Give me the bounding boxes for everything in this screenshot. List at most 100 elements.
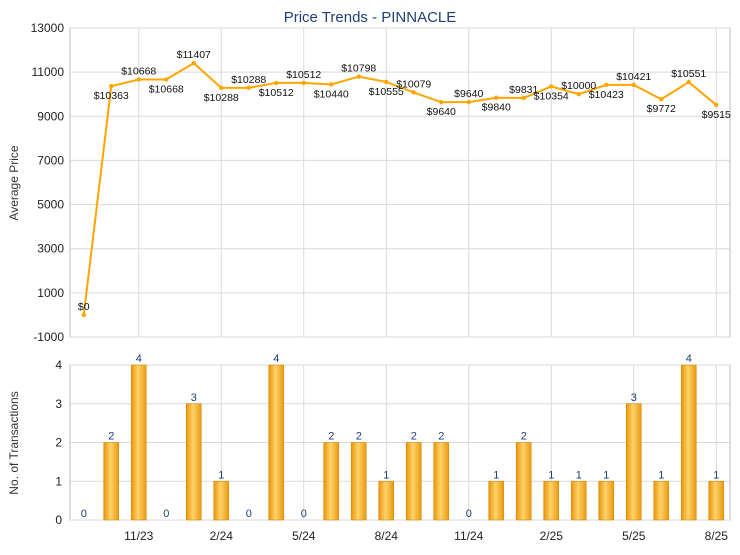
price-point — [494, 95, 499, 100]
transaction-data-label: 1 — [383, 469, 389, 481]
price-data-label: $10288 — [231, 74, 266, 86]
transaction-data-label: 1 — [713, 469, 719, 481]
transaction-data-label: 1 — [218, 469, 224, 481]
x-tick-label: 8/24 — [375, 529, 399, 543]
price-point — [301, 80, 306, 86]
price-tick-label: 9000 — [37, 109, 64, 123]
price-point — [631, 82, 636, 88]
transaction-bar — [378, 480, 395, 521]
transaction-bar — [323, 442, 340, 521]
price-data-label: $10512 — [286, 69, 321, 81]
transaction-bar — [570, 480, 587, 521]
price-tick-label: 11000 — [32, 65, 65, 79]
price-data-label: $9772 — [647, 103, 676, 115]
price-data-label: $11407 — [177, 49, 211, 61]
price-point — [164, 77, 169, 82]
transaction-bar — [103, 442, 120, 521]
transaction-data-label: 4 — [136, 353, 142, 365]
price-data-label: $10363 — [94, 90, 129, 102]
transaction-data-label: 1 — [603, 469, 609, 481]
price-data-label: $10079 — [396, 78, 431, 90]
price-axis-label: Average Price — [7, 145, 21, 220]
transactions-tick-label: 2 — [55, 436, 62, 450]
x-tick-label: 2/25 — [540, 529, 564, 543]
price-data-label: $0 — [78, 301, 90, 313]
price-point — [466, 99, 471, 105]
price-data-label: $10000 — [561, 80, 596, 92]
price-data-label: $10668 — [149, 83, 184, 95]
transaction-bar — [213, 480, 230, 521]
price-tick-label: 7000 — [37, 153, 64, 167]
transaction-data-label: 2 — [438, 431, 444, 443]
price-data-label: $10421 — [616, 71, 651, 83]
transaction-bar — [488, 480, 505, 521]
transaction-data-label: 0 — [81, 508, 87, 520]
transaction-bar — [405, 442, 422, 521]
price-point — [714, 102, 719, 108]
transaction-data-label: 3 — [191, 392, 197, 404]
x-tick-label: 2/24 — [210, 529, 234, 543]
price-point — [219, 85, 224, 91]
transaction-data-label: 2 — [108, 431, 114, 443]
transaction-data-label: 1 — [576, 469, 582, 481]
price-tick-label: 5000 — [37, 198, 64, 212]
price-tick-label: 1000 — [37, 286, 64, 300]
price-point — [356, 74, 361, 79]
price-data-label: $10423 — [589, 89, 624, 101]
price-point — [384, 79, 389, 85]
transaction-data-label: 0 — [246, 508, 252, 520]
price-tick-label: 3000 — [37, 242, 64, 256]
price-point — [659, 97, 664, 102]
price-point — [549, 84, 554, 89]
price-point — [329, 82, 334, 87]
transaction-bar — [598, 480, 615, 521]
price-point — [604, 82, 609, 88]
price-data-label: $10668 — [121, 65, 156, 77]
price-point — [521, 95, 526, 101]
transaction-data-label: 1 — [658, 469, 664, 481]
price-data-label: $10440 — [314, 89, 349, 101]
price-point — [439, 99, 444, 105]
price-data-label: $9640 — [454, 88, 483, 100]
price-plot-area — [69, 27, 731, 338]
transaction-bar — [350, 442, 367, 521]
chart-title: Price Trends - PINNACLE — [284, 9, 457, 26]
price-data-label: $9831 — [509, 84, 538, 96]
x-tick-label: 5/25 — [622, 529, 646, 543]
price-data-label: $10555 — [369, 86, 404, 98]
transactions-tick-label: 4 — [55, 358, 62, 372]
x-tick-label: 11/24 — [454, 529, 483, 543]
transaction-bar — [130, 364, 147, 521]
transaction-bar — [653, 480, 670, 521]
x-tick-label: 11/23 — [124, 529, 153, 543]
price-data-label: $9515 — [702, 109, 731, 121]
transaction-data-label: 2 — [356, 431, 362, 443]
transaction-bar — [708, 480, 725, 521]
transactions-tick-label: 3 — [55, 397, 62, 411]
transaction-bar — [543, 480, 560, 521]
price-data-label: $10354 — [534, 90, 569, 102]
transaction-data-label: 0 — [163, 508, 169, 520]
price-point — [191, 60, 196, 66]
transaction-bar — [433, 442, 450, 521]
price-point — [136, 77, 141, 82]
price-data-label: $10288 — [204, 92, 239, 104]
transaction-data-label: 4 — [273, 353, 279, 365]
transaction-data-label: 2 — [411, 431, 417, 443]
transaction-data-label: 2 — [328, 431, 334, 443]
price-point — [81, 312, 86, 318]
price-point — [246, 85, 251, 91]
transaction-data-label: 1 — [548, 469, 554, 481]
price-tick-label: 13000 — [31, 21, 65, 35]
transaction-bar — [680, 364, 697, 521]
transaction-bar — [268, 364, 285, 521]
price-point — [686, 79, 691, 85]
transactions-axis-label: No. of Transactions — [7, 391, 21, 494]
transaction-bar — [185, 403, 202, 521]
price-point — [274, 80, 279, 86]
x-tick-label: 8/25 — [705, 529, 729, 543]
price-data-label: $9640 — [427, 106, 456, 118]
price-line — [82, 61, 717, 316]
